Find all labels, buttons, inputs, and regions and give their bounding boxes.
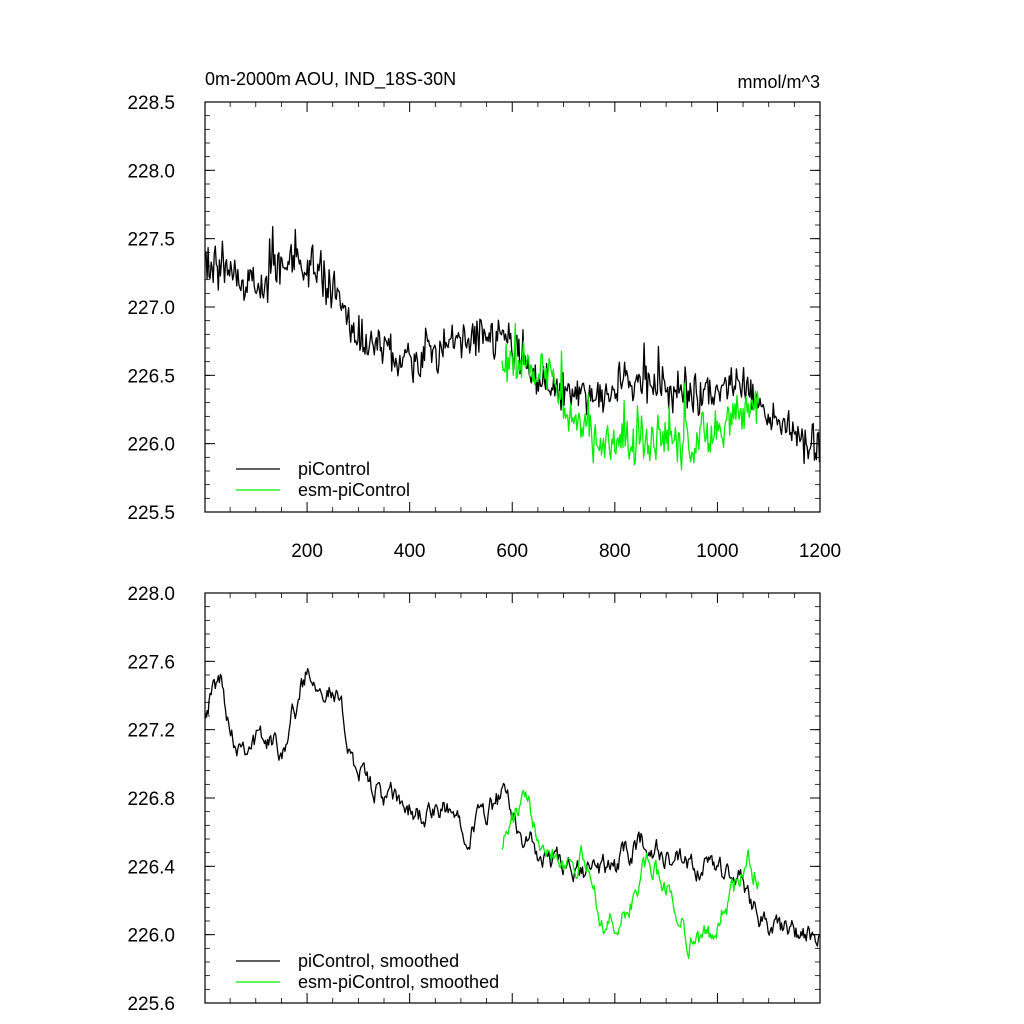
- x-tick-label: 600: [496, 541, 528, 562]
- x-tick-label: 1200: [799, 541, 841, 562]
- legend-label-esm-picontrol-smoothed: esm-piControl, smoothed: [298, 972, 499, 992]
- top-plot-frame: [204, 101, 821, 513]
- y-tick-label: 227.6: [127, 652, 175, 673]
- y-tick-label: 225.6: [127, 994, 175, 1015]
- bottom-series-layer: [204, 668, 821, 959]
- top-panel: 0m-2000m AOU, IND_18S-30N mmol/m^3 225.5…: [127, 69, 841, 562]
- y-tick-label: 227.5: [127, 230, 175, 251]
- bottom-panel: 225.6 226.0 226.4 226.8 227.2 227.6 228.0 piCo…: [127, 584, 821, 1015]
- legend-label-picontrol-smoothed: piControl, smoothed: [298, 951, 459, 971]
- top-series-layer: [204, 226, 821, 471]
- y-tick-label: 226.5: [127, 366, 175, 387]
- x-tick-label: 1000: [696, 541, 738, 562]
- y-tick-label: 226.8: [127, 789, 175, 810]
- series-line-picontrol: [204, 226, 821, 465]
- y-tick-label: 226.0: [127, 926, 175, 947]
- legend-label-esm-picontrol: esm-piControl: [298, 480, 410, 500]
- y-tick-label: 227.2: [127, 721, 175, 742]
- top-legend: piControl esm-piControl: [236, 459, 410, 500]
- bottom-plot-frame: [204, 592, 821, 1004]
- bottom-legend: piControl, smoothed esm-piControl, smoot…: [236, 951, 499, 992]
- y-tick-label: 226.0: [127, 435, 175, 456]
- y-tick-label: 226.4: [127, 857, 175, 878]
- y-tick-label: 228.0: [127, 161, 175, 182]
- top-panel-units: mmol/m^3: [738, 72, 820, 92]
- series-line-esm-picontrol: [501, 323, 760, 471]
- y-tick-label: 227.0: [127, 298, 175, 319]
- x-tick-label: 200: [291, 541, 323, 562]
- top-ticks-layer: 225.5 226.0 226.5 227.0 227.5 228.0 228.5 200 40…: [127, 93, 841, 562]
- y-tick-label: 228.5: [127, 93, 175, 114]
- series-line-esm-picontrol-smoothed: [501, 789, 760, 959]
- x-tick-label: 800: [599, 541, 631, 562]
- top-panel-title: 0m-2000m AOU, IND_18S-30N: [205, 69, 456, 90]
- legend-label-picontrol: piControl: [298, 459, 370, 479]
- y-tick-label: 225.5: [127, 503, 175, 524]
- y-tick-label: 228.0: [127, 584, 175, 605]
- bottom-ticks-layer: 225.6 226.0 226.4 226.8 227.2 227.6 228.0: [127, 584, 821, 1015]
- x-tick-label: 400: [394, 541, 426, 562]
